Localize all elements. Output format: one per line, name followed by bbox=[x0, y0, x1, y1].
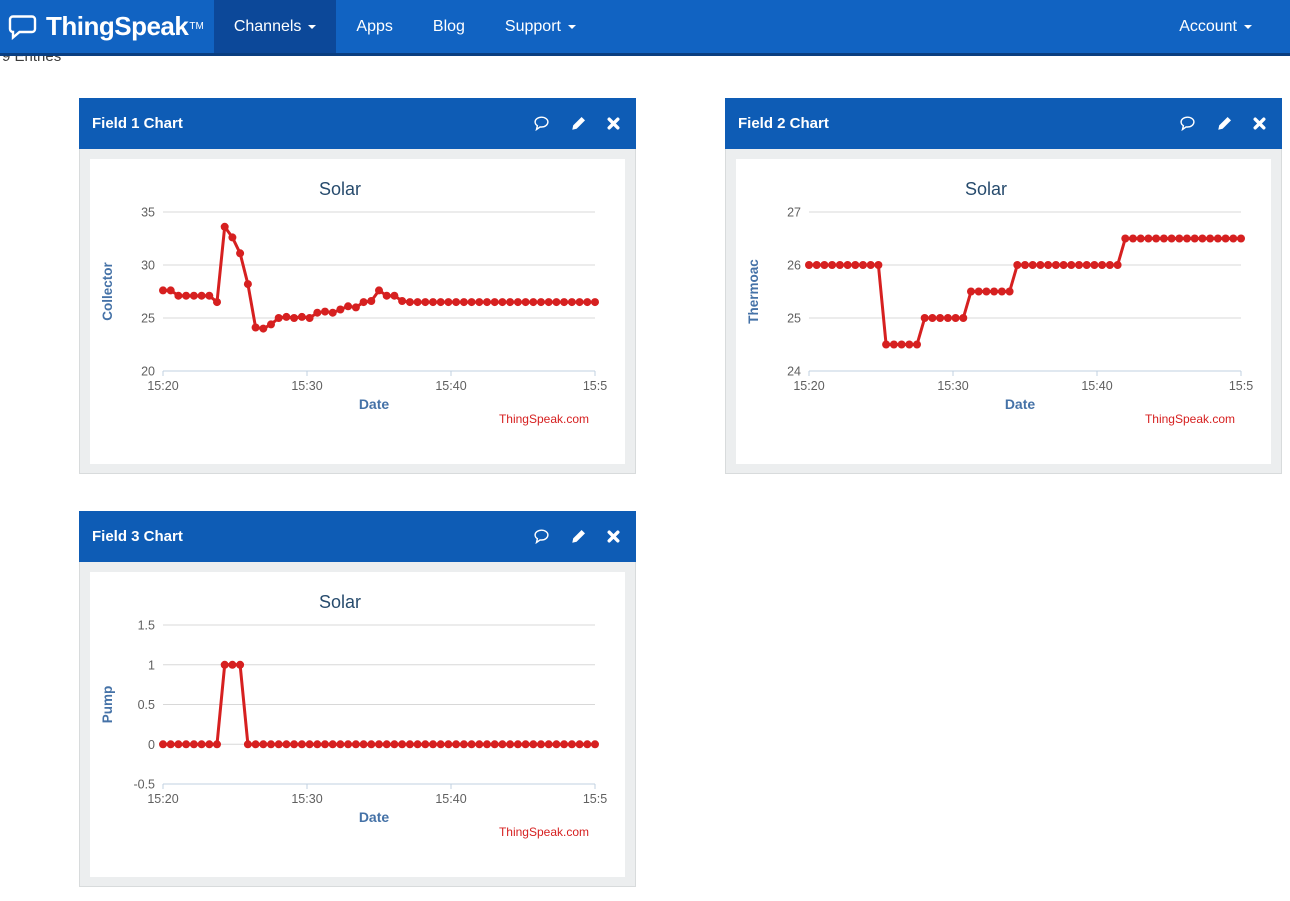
nav-item-blog[interactable]: Blog bbox=[432, 17, 465, 35]
svg-text:20: 20 bbox=[141, 365, 155, 379]
svg-text:-0.5: -0.5 bbox=[133, 778, 155, 792]
nav-menu: Channels Apps Blog Support bbox=[213, 0, 596, 53]
svg-text:ThingSpeak.com: ThingSpeak.com bbox=[1145, 412, 1235, 426]
panel-title: Field 3 Chart bbox=[92, 528, 183, 545]
channel-charts-grid: Field 1 Chart 20 25 30 35 15:20 15:30 15:40 15:… bbox=[79, 98, 1282, 887]
svg-text:15:5: 15:5 bbox=[583, 792, 607, 806]
svg-text:15:30: 15:30 bbox=[291, 792, 322, 806]
svg-text:Collector: Collector bbox=[100, 262, 115, 321]
svg-text:15:40: 15:40 bbox=[435, 379, 466, 393]
panel-title: Field 1 Chart bbox=[92, 115, 183, 132]
field3-panel-header: Field 3 Chart bbox=[79, 511, 636, 562]
svg-text:Date: Date bbox=[359, 809, 390, 825]
caret-down-icon bbox=[567, 24, 576, 29]
svg-text:Date: Date bbox=[1005, 396, 1036, 412]
field2-line-chart: 24 25 26 27 15:20 15:30 15:40 15:5 Solar Thermoac… bbox=[746, 179, 1253, 426]
brand-link[interactable]: ThingSpeakTM bbox=[0, 0, 214, 53]
top-navbar: ThingSpeakTM Channels Apps Blog Support … bbox=[0, 0, 1290, 56]
svg-text:15:30: 15:30 bbox=[291, 379, 322, 393]
svg-text:Date: Date bbox=[359, 396, 390, 412]
panel-title: Field 2 Chart bbox=[738, 115, 829, 132]
edit-pencil-icon[interactable] bbox=[1217, 116, 1232, 131]
svg-text:Pump: Pump bbox=[100, 686, 115, 724]
field1-line-chart: 20 25 30 35 15:20 15:30 15:40 15:5 Solar Collecto… bbox=[100, 179, 607, 426]
svg-text:27: 27 bbox=[787, 206, 801, 220]
svg-text:Solar: Solar bbox=[319, 592, 361, 612]
svg-text:ThingSpeak.com: ThingSpeak.com bbox=[499, 412, 589, 426]
svg-text:15:20: 15:20 bbox=[793, 379, 824, 393]
svg-text:1: 1 bbox=[148, 658, 155, 672]
field3-line-chart: -0.5 0 0.5 1 1.5 15:20 15:30 15:40 15:5 Solar Pump… bbox=[100, 592, 607, 839]
svg-text:ThingSpeak.com: ThingSpeak.com bbox=[499, 825, 589, 839]
comment-icon[interactable] bbox=[533, 116, 550, 131]
close-icon[interactable] bbox=[607, 530, 620, 543]
field2-panel-body: 24 25 26 27 15:20 15:30 15:40 15:5 Solar Thermoac… bbox=[725, 149, 1282, 474]
svg-text:15:5: 15:5 bbox=[583, 379, 607, 393]
svg-text:15:20: 15:20 bbox=[147, 792, 178, 806]
brand-text: ThingSpeak bbox=[46, 11, 189, 41]
comment-icon[interactable] bbox=[533, 529, 550, 544]
svg-text:15:5: 15:5 bbox=[1229, 379, 1253, 393]
svg-text:15:40: 15:40 bbox=[435, 792, 466, 806]
svg-text:35: 35 bbox=[141, 206, 155, 220]
field2-chart-panel: Field 2 Chart 24 25 26 27 15:20 15:30 15:40 15:… bbox=[725, 98, 1282, 474]
caret-down-icon bbox=[308, 24, 317, 29]
nav-item-account[interactable]: Account bbox=[1159, 0, 1272, 53]
svg-text:Thermoac: Thermoac bbox=[746, 259, 761, 324]
nav-item-apps[interactable]: Apps bbox=[356, 17, 393, 35]
svg-text:1.5: 1.5 bbox=[138, 619, 155, 633]
svg-text:30: 30 bbox=[141, 259, 155, 273]
caret-down-icon bbox=[1244, 24, 1252, 29]
nav-item-support[interactable]: Support bbox=[485, 0, 596, 53]
close-icon[interactable] bbox=[1253, 117, 1266, 130]
field3-chart-panel: Field 3 Chart -0.5 0 0.5 1 1.5 15:20 15:30 15:4… bbox=[79, 511, 636, 887]
field1-chart-panel: Field 1 Chart 20 25 30 35 15:20 15:30 15:40 15:… bbox=[79, 98, 636, 474]
svg-text:26: 26 bbox=[787, 259, 801, 273]
comment-icon[interactable] bbox=[1179, 116, 1196, 131]
field2-panel-header: Field 2 Chart bbox=[725, 98, 1282, 149]
field1-panel-header: Field 1 Chart bbox=[79, 98, 636, 149]
svg-text:Solar: Solar bbox=[319, 179, 361, 199]
close-icon[interactable] bbox=[607, 117, 620, 130]
field3-panel-body: -0.5 0 0.5 1 1.5 15:20 15:30 15:40 15:5 Solar Pump… bbox=[79, 562, 636, 887]
edit-pencil-icon[interactable] bbox=[571, 116, 586, 131]
svg-text:15:40: 15:40 bbox=[1081, 379, 1112, 393]
nav-right: Account bbox=[1159, 0, 1290, 53]
svg-text:25: 25 bbox=[787, 312, 801, 326]
svg-text:0: 0 bbox=[148, 738, 155, 752]
svg-text:15:30: 15:30 bbox=[937, 379, 968, 393]
edit-pencil-icon[interactable] bbox=[571, 529, 586, 544]
svg-text:15:20: 15:20 bbox=[147, 379, 178, 393]
svg-text:0.5: 0.5 bbox=[138, 698, 155, 712]
field1-panel-body: 20 25 30 35 15:20 15:30 15:40 15:5 Solar Collecto… bbox=[79, 149, 636, 474]
thingspeak-logo-icon bbox=[8, 15, 37, 40]
nav-item-channels[interactable]: Channels bbox=[213, 0, 337, 53]
svg-text:24: 24 bbox=[787, 365, 801, 379]
brand-trademark: TM bbox=[189, 20, 204, 32]
svg-text:Solar: Solar bbox=[965, 179, 1007, 199]
svg-text:25: 25 bbox=[141, 312, 155, 326]
